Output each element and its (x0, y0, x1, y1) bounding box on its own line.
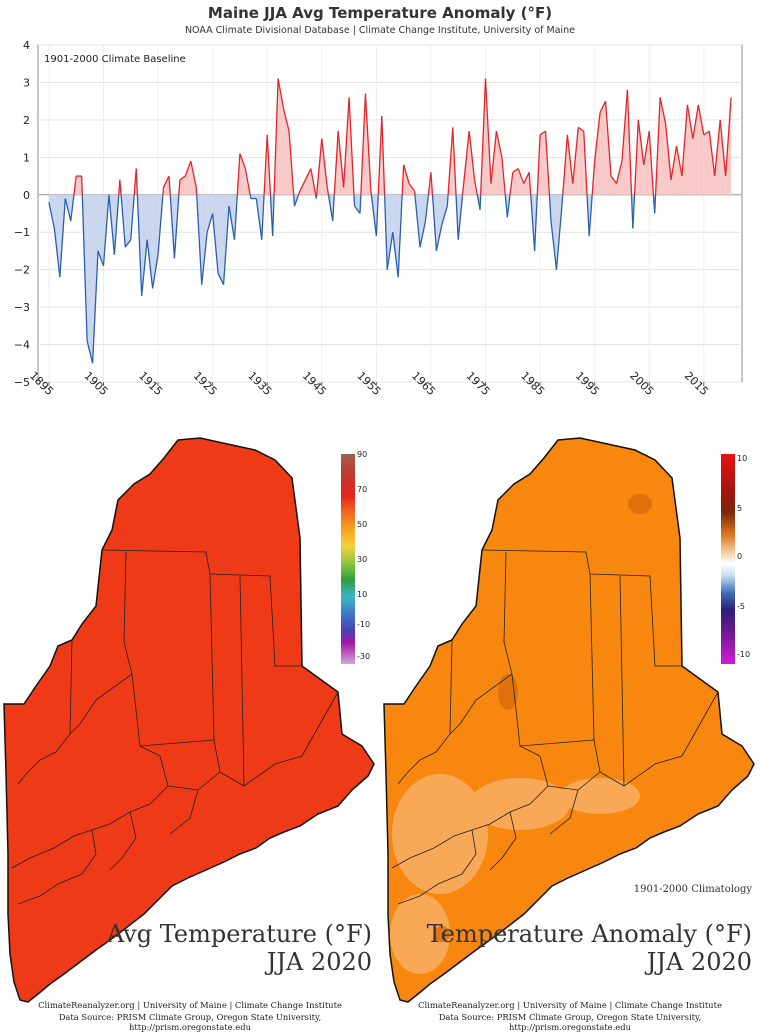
colorbar-tick-label: 90 (357, 450, 367, 459)
map-credit: ClimateReanalyzer.org | University of Ma… (0, 1000, 380, 1010)
map-title: Temperature Anomaly (°F) (427, 920, 752, 948)
y-tick-label: 0 (23, 189, 30, 202)
y-tick-label: −2 (14, 264, 30, 277)
negative-segment (250, 195, 251, 199)
map-data-source: Data Source: PRISM Climate Group, Oregon… (0, 1012, 380, 1032)
y-tick-label: 4 (23, 39, 30, 52)
map-data-source: Data Source: PRISM Climate Group, Oregon… (380, 1012, 760, 1032)
colorbar-tick-label: 5 (737, 504, 742, 513)
baseline-label: 1901-2000 Climate Baseline (44, 54, 186, 65)
colorbar-tick-label: -10 (357, 620, 370, 629)
positive-area (600, 101, 605, 195)
colorbar-tick-label: -5 (737, 602, 745, 611)
colorbar-tick-label: -10 (737, 650, 750, 659)
negative-area (125, 195, 130, 247)
positive-segment (82, 176, 83, 195)
map-period: JJA 2020 (647, 948, 752, 976)
map-period: JJA 2020 (267, 948, 372, 976)
negative-segment (354, 195, 355, 206)
colorbar-tick-label: -30 (357, 652, 370, 661)
y-tick-label: −4 (14, 339, 30, 352)
map-credit: ClimateReanalyzer.org | University of Ma… (380, 1000, 760, 1010)
colorbar-tick-label: 10 (357, 590, 367, 599)
colorbar-tick-label: 70 (357, 485, 367, 494)
temperature-anomaly-map-panel: 10 5 0 -5 -10 1901-2000 Climatology Temp… (380, 434, 760, 1024)
map-title: Avg Temperature (°F) (107, 920, 372, 948)
negative-segment (562, 195, 563, 206)
y-tick-label: 1 (23, 151, 30, 164)
y-tick-label: −1 (14, 226, 30, 239)
negative-segment (447, 195, 448, 206)
climatology-note: 1901-2000 Climatology (634, 884, 752, 895)
negative-area (87, 195, 92, 364)
negative-segment (480, 195, 481, 210)
y-tick-label: 2 (23, 114, 30, 127)
avg-temperature-map-panel: 90 70 50 30 10 -10 -30 Avg Temperature (… (0, 434, 380, 1024)
temperature-colorbar (341, 454, 355, 664)
anomaly-colorbar (721, 454, 735, 664)
y-tick-label: 3 (23, 76, 30, 89)
colorbar-tick-label: 0 (737, 552, 742, 561)
negative-segment (360, 195, 361, 214)
maine-state-outline (4, 438, 374, 1002)
positive-area (578, 127, 583, 194)
colorbar-tick-label: 30 (357, 555, 367, 564)
colorbar-tick-label: 10 (737, 454, 747, 463)
negative-area (218, 195, 223, 285)
colorbar-tick-label: 50 (357, 520, 367, 529)
positive-area (76, 176, 81, 195)
negative-segment (655, 195, 656, 214)
positive-segment (163, 187, 164, 194)
negative-segment (294, 195, 295, 206)
y-tick-label: −3 (14, 301, 30, 314)
positive-area (704, 131, 709, 195)
positive-area (540, 131, 545, 195)
